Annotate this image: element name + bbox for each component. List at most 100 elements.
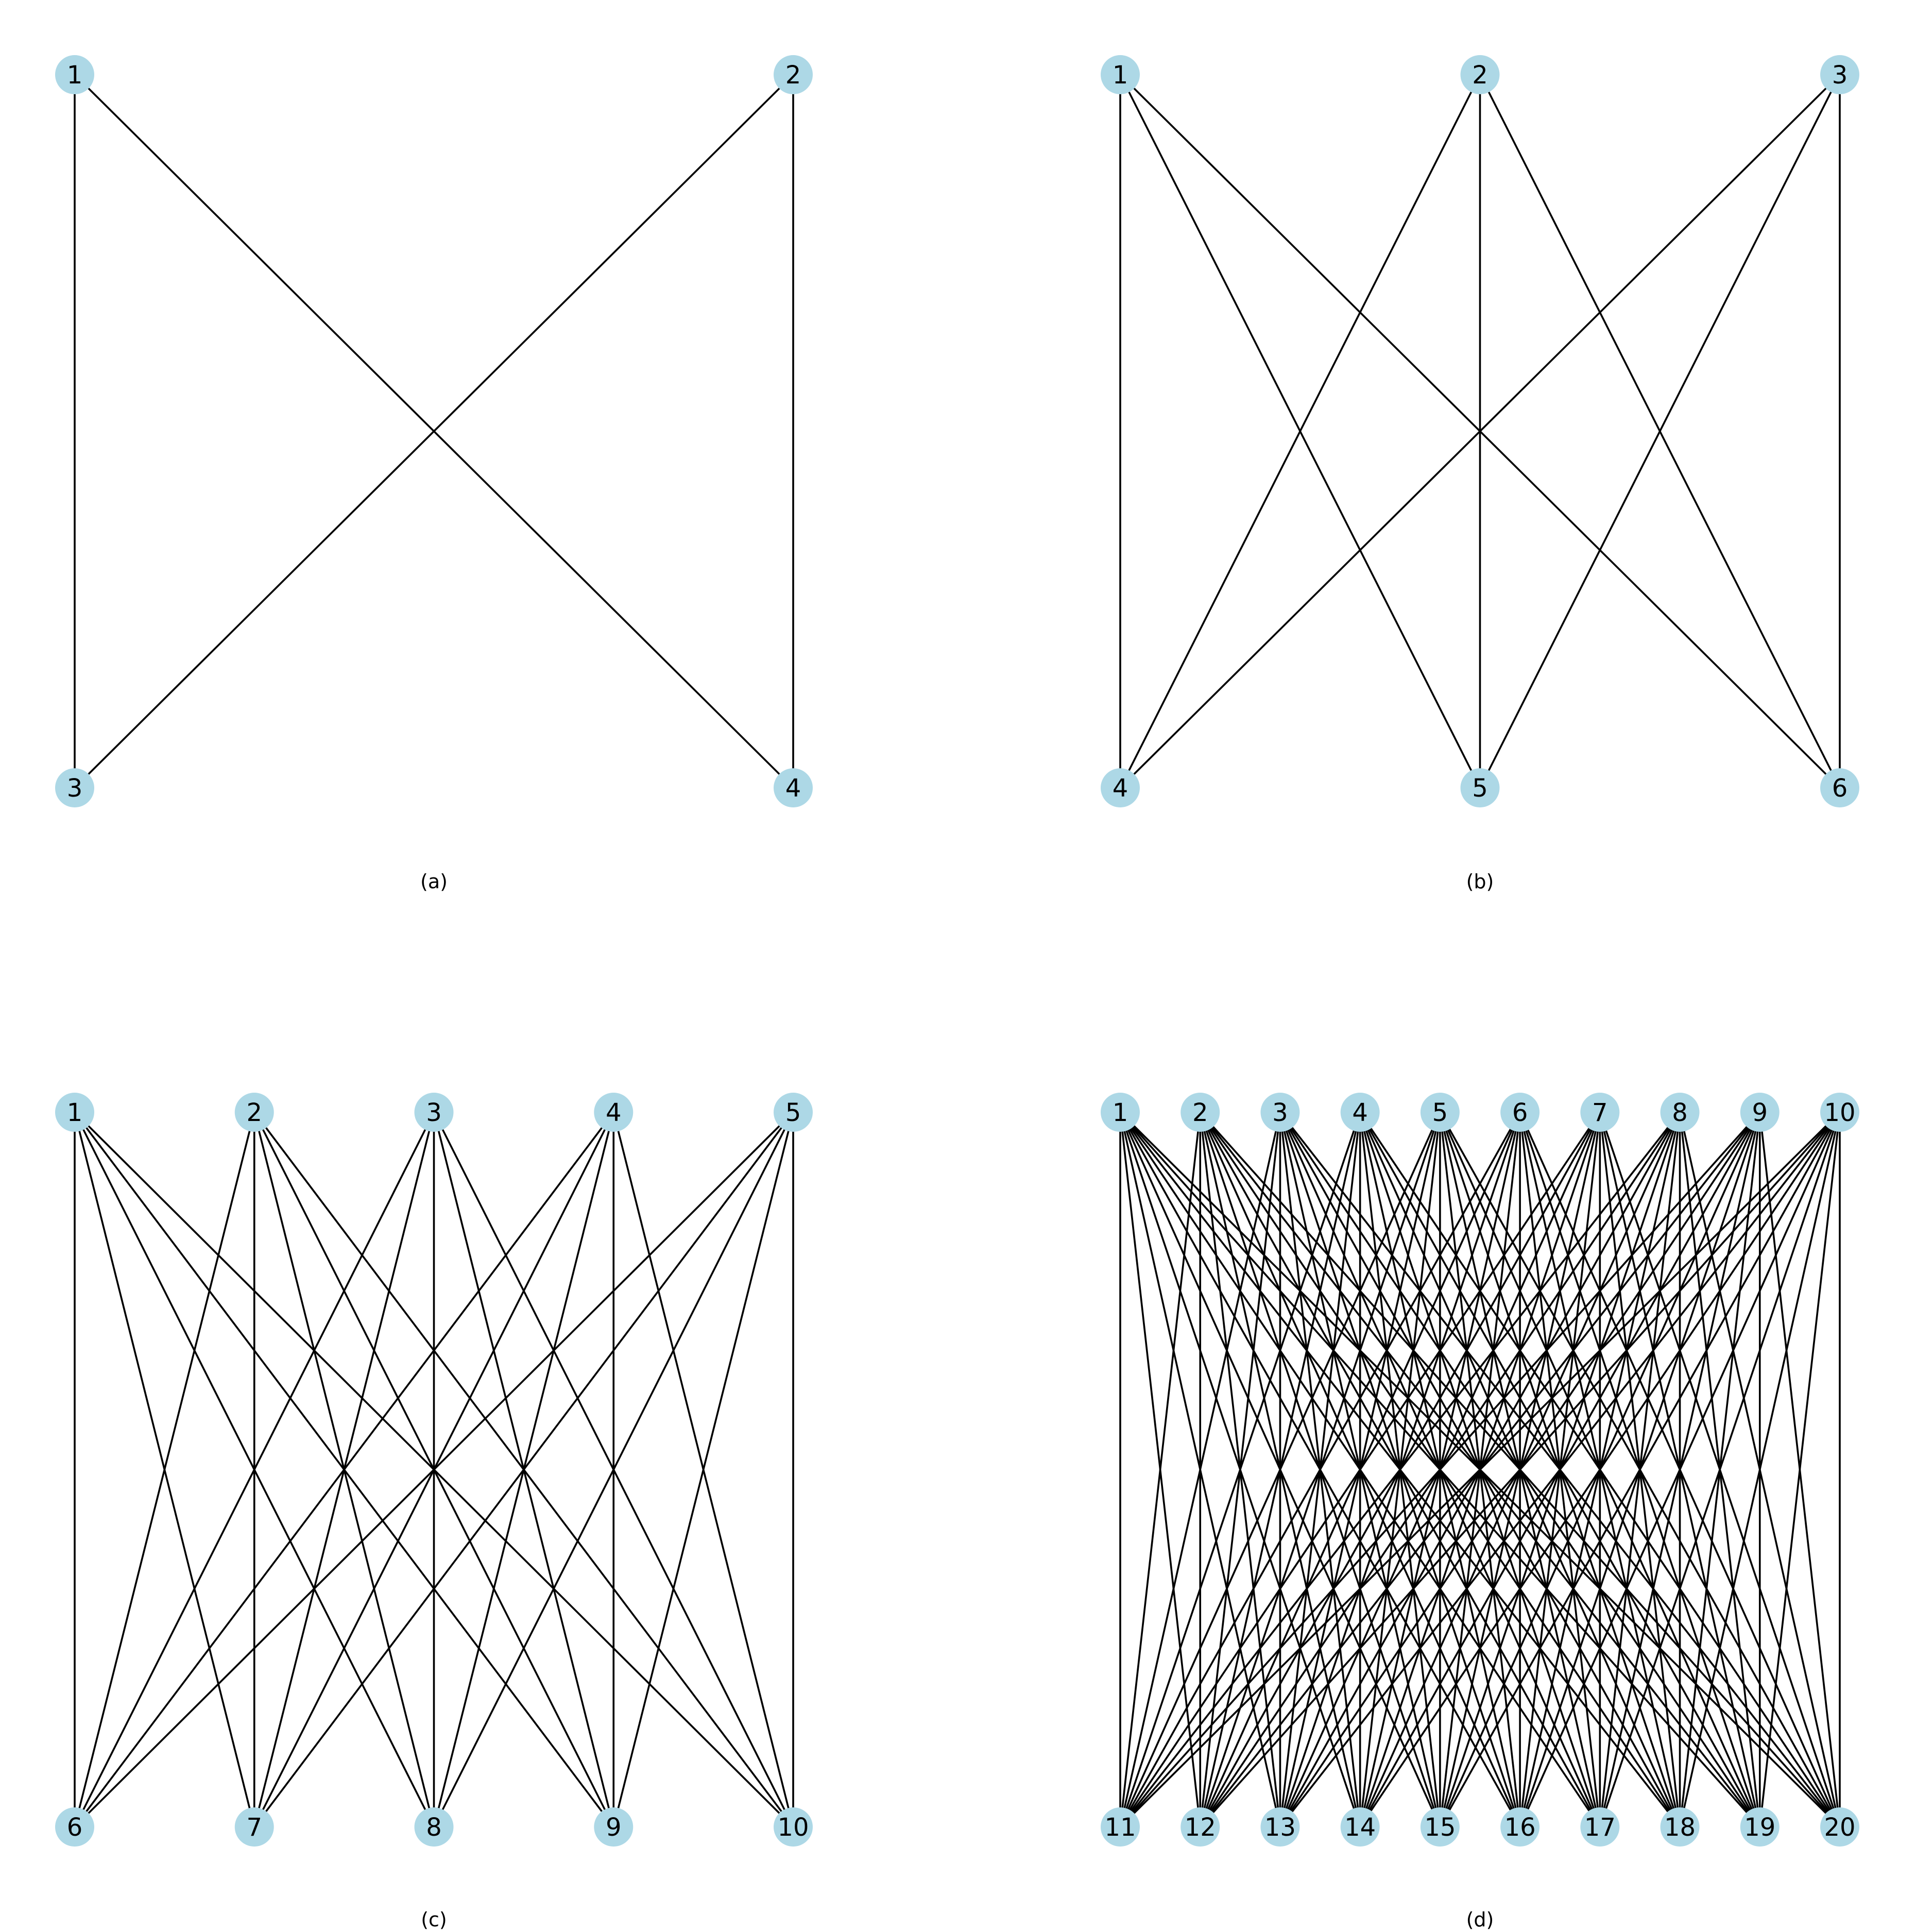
panel-c-edge-5-9 — [612, 1112, 794, 1827]
panel-d-edge-10-16 — [1519, 1112, 1841, 1827]
panel-d-node-5: 5 — [1420, 1093, 1460, 1132]
panel-d-node-20-circle — [1820, 1807, 1859, 1847]
panel-d-node-10: 10 — [1820, 1093, 1859, 1132]
panel-d-node-18-circle — [1660, 1807, 1700, 1847]
panel-c-edge-3-6 — [74, 1112, 435, 1827]
panel-c-node-5-label: 5 — [785, 1098, 801, 1127]
panel-c-node-6-label: 6 — [67, 1813, 83, 1842]
panel-d-node-16: 16 — [1500, 1807, 1540, 1847]
panel-a: 1 2 3 4 (a) — [55, 55, 813, 893]
panel-d-edge-5-11 — [1119, 1112, 1441, 1827]
panel-b-node-4-circle — [1101, 768, 1140, 807]
panel-b-edge-3-5 — [1479, 74, 1841, 788]
panel-b-node-5-label: 5 — [1472, 774, 1488, 803]
panel-a-node-2-circle — [774, 55, 813, 94]
panel-a-node-3: 3 — [55, 768, 94, 807]
panel-d-node-7: 7 — [1580, 1093, 1620, 1132]
panel-d-edge-3-11 — [1119, 1112, 1281, 1827]
panel-d-node-18-label: 18 — [1664, 1813, 1696, 1842]
panel-d-node-5-circle — [1420, 1093, 1460, 1132]
panel-c-node-9-circle — [594, 1807, 634, 1847]
panel-b-node-1-label: 1 — [1113, 61, 1128, 90]
panel-a-node-2-label: 2 — [785, 61, 801, 90]
panel-d-node-2-label: 2 — [1192, 1098, 1208, 1127]
panel-d-edge-10-17 — [1599, 1112, 1841, 1827]
panel-d-node-17-circle — [1580, 1807, 1620, 1847]
panel-d-edge-6-11 — [1119, 1112, 1521, 1827]
panel-a-node-4-circle — [774, 768, 813, 807]
panel-d-edge-9-11 — [1119, 1111, 1761, 1828]
panel-b-node-6-label: 6 — [1832, 774, 1848, 803]
panel-b-node-1: 1 — [1101, 55, 1140, 94]
panel-c-node-7-label: 7 — [246, 1813, 262, 1842]
panel-d-node-18: 18 — [1660, 1807, 1700, 1847]
panel-b-edges — [1119, 74, 1841, 789]
panel-c: 1 2 3 4 5 6 7 8 9 10 (c) — [55, 1093, 813, 1931]
panel-d-node-7-label: 7 — [1592, 1098, 1608, 1127]
panel-a-node-3-label: 3 — [67, 774, 83, 803]
panel-d-node-13: 13 — [1260, 1807, 1300, 1847]
panel-b-node-3-label: 3 — [1832, 61, 1848, 90]
panel-d-edge-10-14 — [1359, 1111, 1841, 1828]
panel-c-node-7: 7 — [234, 1807, 274, 1847]
panel-d-edge-10-15 — [1439, 1112, 1841, 1827]
panel-c-node-6: 6 — [55, 1807, 94, 1847]
panel-c-node-3-label: 3 — [426, 1098, 442, 1127]
panel-c-node-4-label: 4 — [606, 1098, 622, 1127]
panel-c-node-5-circle — [774, 1093, 813, 1132]
panel-d-node-13-label: 13 — [1264, 1813, 1296, 1842]
panel-c-nodes: 1 2 3 4 5 6 7 8 9 10 — [55, 1093, 813, 1847]
panel-a-edges — [74, 74, 794, 789]
panel-d-node-4-label: 4 — [1352, 1098, 1368, 1127]
panel-d-node-19: 19 — [1740, 1807, 1780, 1847]
panel-b-nodes: 1 2 3 4 5 6 — [1101, 55, 1859, 807]
panel-c-node-9-label: 9 — [606, 1813, 622, 1842]
panel-d-edge-7-11 — [1119, 1111, 1601, 1828]
panel-b-node-6: 6 — [1820, 768, 1859, 807]
panel-c-edge-4-6 — [74, 1111, 614, 1828]
panel-c-caption: (c) — [421, 1908, 447, 1931]
panel-b-edge-3-4 — [1119, 74, 1841, 789]
panel-c-node-4-circle — [594, 1093, 634, 1132]
panel-d-node-16-circle — [1500, 1807, 1540, 1847]
panel-d-edge-10-19 — [1758, 1112, 1841, 1827]
panel-b-node-4: 4 — [1101, 768, 1140, 807]
panel-c-node-4: 4 — [594, 1093, 634, 1132]
panel-d-edge-10-11 — [1119, 1111, 1841, 1828]
panel-c-node-3: 3 — [414, 1093, 454, 1132]
panel-d-node-19-circle — [1740, 1807, 1780, 1847]
panel-d-node-16-label: 16 — [1504, 1813, 1536, 1842]
panel-c-edges — [74, 1111, 794, 1828]
panel-c-node-10-circle — [774, 1807, 813, 1847]
panel-b: 1 2 3 4 5 6 (b) — [1101, 55, 1859, 893]
panel-d-node-6: 6 — [1500, 1093, 1540, 1132]
panel-c-node-5: 5 — [774, 1093, 813, 1132]
panel-d-node-6-circle — [1500, 1093, 1540, 1132]
panel-d-node-15-label: 15 — [1424, 1813, 1456, 1842]
panel-c-node-10: 10 — [774, 1807, 813, 1847]
panel-c-node-8-label: 8 — [426, 1813, 442, 1842]
panel-d-node-14-circle — [1340, 1807, 1380, 1847]
panel-c-node-8-circle — [414, 1807, 454, 1847]
panel-d-node-9-circle — [1740, 1093, 1780, 1132]
panel-a-nodes: 1 2 3 4 — [55, 55, 813, 807]
panel-d-edges — [1119, 1111, 1841, 1828]
panel-d-node-4-circle — [1340, 1093, 1380, 1132]
panel-b-edge-2-4 — [1119, 74, 1481, 788]
panel-d-node-6-label: 6 — [1512, 1098, 1528, 1127]
panel-b-node-3-circle — [1820, 55, 1859, 94]
panel-d-edge-4-11 — [1119, 1112, 1361, 1827]
panel-c-edge-5-7 — [253, 1111, 794, 1828]
panel-d-node-11-label: 11 — [1104, 1813, 1136, 1842]
panel-c-edge-5-6 — [74, 1111, 794, 1828]
panel-d-node-15: 15 — [1420, 1807, 1460, 1847]
panel-c-edge-2-6 — [74, 1112, 255, 1827]
panel-d-node-17: 17 — [1580, 1807, 1620, 1847]
panel-d-node-8-label: 8 — [1672, 1098, 1688, 1127]
panel-c-node-7-circle — [234, 1807, 274, 1847]
panel-d-node-8: 8 — [1660, 1093, 1700, 1132]
panel-c-node-10-label: 10 — [777, 1813, 809, 1842]
panel-d-node-2: 2 — [1181, 1093, 1220, 1132]
